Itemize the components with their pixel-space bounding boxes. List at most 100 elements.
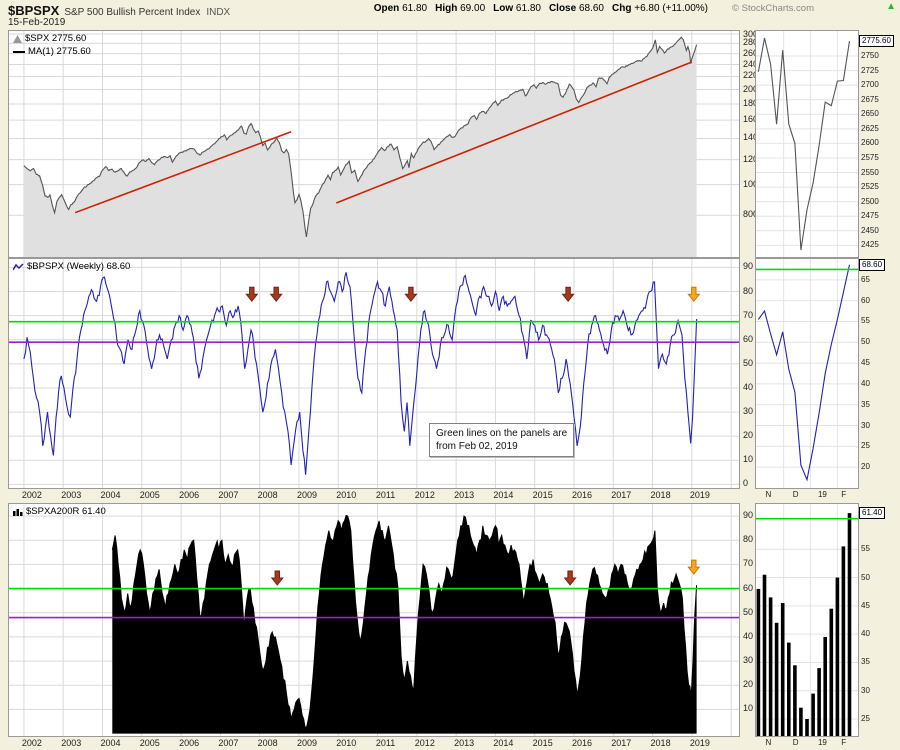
spx-zoom-y-axis: 2425 2450 2475 2500 2525 2550 2575 2600 2625 2650…	[859, 30, 899, 258]
y-tick-label: 2650	[861, 109, 879, 119]
y-tick-label: 20	[743, 430, 754, 441]
y-tick-label: 2600	[861, 138, 879, 148]
bar	[805, 719, 809, 736]
y-tick-label: 2000	[743, 83, 764, 94]
y-tick-label: 1600	[743, 114, 764, 125]
x-tick-label: N	[765, 490, 772, 499]
spx-price-panel: $SPX 2775.60 MA(1) 2775.60	[8, 30, 740, 258]
low-label: Low	[493, 3, 514, 14]
x-tick-label: 2013	[454, 738, 475, 748]
symbol-name: S&P 500 Bullish Percent Index	[64, 7, 201, 18]
x-tick-label: 2007	[218, 490, 239, 500]
y-tick-label: 55	[861, 544, 870, 554]
y-tick-label: 90	[743, 261, 754, 272]
y-tick-label: 1400	[743, 132, 764, 143]
high-value: 69.00	[460, 3, 486, 14]
stockcharts-credit: © StockCharts.com	[732, 3, 814, 14]
y-tick-label: 2400	[743, 58, 764, 69]
bar	[762, 574, 767, 736]
y-tick-label: 80	[743, 534, 754, 545]
bars-series-icon	[13, 508, 23, 516]
bpspx-legend: $BPSPX (Weekly) 68.60	[13, 261, 130, 272]
chart-date: 15-Feb-2019	[8, 17, 66, 28]
spxa200r-legend: $SPXA200R 61.40	[13, 506, 106, 517]
spx_main-canvas	[9, 31, 739, 257]
red-down-arrow-icon	[245, 286, 259, 303]
series-area	[23, 37, 697, 257]
y-tick-label: 800	[743, 209, 759, 220]
x-tick-label: 2011	[375, 490, 396, 500]
bpspx-legend-label: $BPSPX (Weekly) 68.60	[27, 261, 131, 272]
y-tick-label: 2725	[861, 65, 879, 75]
x-tick-label: 2009	[296, 490, 317, 500]
spx-zoom-panel	[755, 30, 859, 258]
y-tick-label: 65	[861, 274, 870, 284]
spx_zoom-canvas	[756, 31, 858, 257]
x-tick-label: F	[841, 490, 847, 499]
y-tick-label: 2625	[861, 123, 879, 133]
spxa200r-indicator-panel: $SPXA200R 61.40	[8, 503, 740, 737]
x-tick-label: 2003	[61, 738, 82, 748]
spxa200r-zoom-y-axis: 25 30 35 40 45 50 55 61.40	[859, 503, 899, 737]
up-arrow-icon: ▲	[886, 1, 896, 12]
y-tick-label: 2600	[743, 47, 764, 58]
y-tick-label: 50	[743, 606, 754, 617]
series-line	[23, 272, 698, 475]
red-down-arrow-icon	[269, 286, 283, 303]
y-tick-label: 40	[743, 630, 754, 641]
ma-legend: MA(1) 2775.60	[13, 46, 91, 57]
x-tick-label: 2013	[454, 490, 475, 500]
bar	[768, 597, 773, 736]
orange-down-arrow-icon	[687, 286, 701, 303]
line-series-icon	[13, 50, 25, 53]
y-tick-label: 2425	[861, 240, 879, 250]
bar	[774, 622, 779, 736]
y-tick-label: 1000	[743, 178, 764, 189]
bar	[823, 637, 827, 736]
y-tick-label: 2575	[861, 152, 879, 162]
bpspx_main-canvas	[9, 259, 739, 488]
bar	[780, 603, 785, 736]
symbol-ticker: $BPSPX	[8, 3, 60, 18]
y-tick-label: 10	[743, 703, 754, 714]
x-tick-label: 19	[817, 738, 827, 747]
chart-header: $BPSPX S&P 500 Bullish Percent Index INDX …	[0, 0, 900, 30]
annotation-note: Green lines on the panels are from Feb 0…	[429, 423, 575, 457]
y-tick-label: 2550	[861, 167, 879, 177]
y-tick-label: 2450	[861, 225, 879, 235]
series-line	[757, 37, 851, 251]
area-series-icon	[13, 34, 22, 43]
y-tick-label: 2700	[861, 80, 879, 90]
x-tick-label: 2005	[139, 490, 160, 500]
y-tick-label: 2200	[743, 70, 764, 81]
bpspx_zoom-canvas	[756, 259, 858, 488]
open-label: Open	[373, 3, 400, 14]
red-down-arrow-icon	[561, 286, 575, 303]
high-label: High	[435, 3, 458, 14]
y-tick-label: 80	[743, 285, 754, 296]
x-tick-label: 2018	[650, 490, 671, 500]
bar	[799, 707, 803, 736]
x-tick-label: 2008	[257, 738, 278, 748]
red-down-arrow-icon	[563, 570, 577, 586]
last-value-label: 2775.60	[859, 35, 894, 48]
main-x-axis-years-lower: 2002 2003 2004 2005 2006 2007 2008 2009 2010 2011…	[8, 737, 738, 749]
annotation-line1: Green lines on the panels are	[436, 428, 568, 439]
x-tick-label: 2004	[100, 738, 121, 748]
bpspx-y-axis: 0 10 20 30 40 50 60 70 80 90	[741, 258, 769, 489]
bar	[817, 668, 821, 736]
x-tick-label: 2003	[61, 490, 82, 500]
orange-down-arrow-icon	[687, 559, 701, 575]
y-tick-label: 45	[861, 600, 870, 610]
y-tick-label: 30	[861, 420, 870, 430]
x-tick-label: 2014	[493, 490, 514, 500]
y-tick-label: 45	[861, 358, 870, 368]
x-tick-label: 2011	[375, 738, 396, 748]
y-tick-label: 1800	[743, 98, 764, 108]
x-tick-label: 2004	[100, 490, 121, 500]
last-value-label: 68.60	[859, 258, 886, 271]
ma-legend-label: MA(1) 2775.60	[28, 46, 91, 57]
y-tick-label: 20	[861, 462, 870, 472]
spxa200r_zoom-canvas	[756, 504, 858, 736]
